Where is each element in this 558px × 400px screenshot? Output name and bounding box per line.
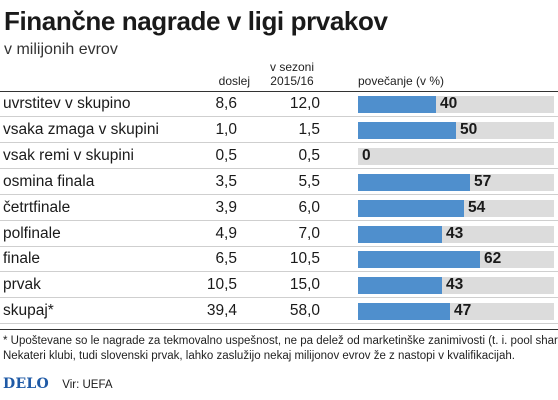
footnote-line-1: * Upoštevane so le nagrade za tekmovalno… bbox=[3, 335, 558, 347]
row-divider bbox=[0, 219, 558, 221]
row-label: prvak bbox=[3, 276, 41, 294]
footnotes: * Upoštevane so le nagrade za tekmovalno… bbox=[3, 334, 558, 364]
row-divider bbox=[0, 141, 558, 143]
bar bbox=[358, 121, 456, 139]
bar bbox=[358, 199, 464, 217]
row-divider bbox=[0, 323, 558, 325]
source-line: DELO Vir: UEFA bbox=[3, 376, 113, 392]
value-doslej: 6,5 bbox=[215, 250, 237, 268]
column-header-season-line2: 2015/16 bbox=[270, 74, 314, 88]
table-row: četrtfinale 3,9 6,0 54 bbox=[0, 196, 558, 221]
table-row: finale 6,5 10,5 62 bbox=[0, 247, 558, 273]
row-divider bbox=[0, 271, 558, 273]
bar bbox=[358, 225, 442, 243]
bar-value-label: 57 bbox=[474, 172, 492, 190]
row-divider bbox=[0, 245, 558, 247]
value-sezona: 1,5 bbox=[298, 120, 320, 138]
value-doslej: 39,4 bbox=[206, 302, 237, 320]
bar bbox=[358, 173, 470, 191]
value-doslej: 8,6 bbox=[215, 95, 237, 112]
value-doslej: 3,5 bbox=[215, 172, 237, 190]
value-doslej: 0,5 bbox=[215, 146, 237, 164]
bar bbox=[358, 96, 436, 113]
row-label: vsaka zmaga v skupini bbox=[3, 120, 159, 138]
bar-track bbox=[358, 147, 554, 165]
footer-divider bbox=[0, 329, 558, 330]
bar-value-label: 43 bbox=[446, 276, 464, 294]
row-label: uvrstitev v skupino bbox=[3, 95, 131, 112]
table-row: osmina finala 3,5 5,5 57 bbox=[0, 170, 558, 195]
row-label: finale bbox=[3, 250, 41, 268]
value-sezona: 10,5 bbox=[289, 250, 320, 268]
table-row: skupaj* 39,4 58,0 47 bbox=[0, 299, 558, 325]
table-row: uvrstitev v skupino 8,6 12,0 40 bbox=[0, 92, 558, 117]
bar-value-label: 43 bbox=[446, 224, 464, 242]
bar-value-label: 50 bbox=[460, 120, 478, 138]
header-divider bbox=[0, 91, 558, 92]
bar-value-label: 0 bbox=[362, 146, 371, 164]
row-label: vsak remi v skupini bbox=[3, 146, 134, 164]
bar-value-label: 54 bbox=[468, 198, 486, 216]
table-row: prvak 10,5 15,0 43 bbox=[0, 273, 558, 299]
delo-logo: DELO bbox=[3, 376, 50, 392]
value-sezona: 12,0 bbox=[289, 95, 320, 112]
row-label: skupaj* bbox=[3, 302, 54, 320]
row-divider bbox=[0, 167, 558, 169]
value-doslej: 4,9 bbox=[215, 224, 237, 242]
bar-value-label: 47 bbox=[454, 302, 472, 320]
chart-title: Finančne nagrade v ligi prvakov bbox=[4, 6, 388, 36]
bar-value-label: 62 bbox=[484, 250, 502, 268]
value-doslej: 10,5 bbox=[206, 276, 237, 294]
row-divider bbox=[0, 116, 558, 117]
bar bbox=[358, 277, 442, 295]
column-header-season: v sezoni 2015/16 bbox=[262, 60, 322, 88]
value-doslej: 1,0 bbox=[215, 120, 237, 138]
table-row: vsaka zmaga v skupini 1,0 1,5 50 bbox=[0, 118, 558, 143]
column-header-doslej: doslej bbox=[218, 74, 250, 88]
bar bbox=[358, 251, 480, 269]
bar bbox=[358, 303, 450, 321]
value-sezona: 58,0 bbox=[289, 302, 320, 320]
value-sezona: 15,0 bbox=[289, 276, 320, 294]
table-row: polfinale 4,9 7,0 43 bbox=[0, 222, 558, 247]
column-header-season-line1: v sezoni bbox=[269, 60, 315, 74]
value-sezona: 7,0 bbox=[298, 224, 320, 242]
value-sezona: 5,5 bbox=[298, 172, 320, 190]
row-label: polfinale bbox=[3, 224, 61, 242]
value-sezona: 0,5 bbox=[298, 146, 320, 164]
source-text: Vir: UEFA bbox=[62, 379, 113, 391]
row-divider bbox=[0, 193, 558, 195]
column-header-increase: povečanje (v %) bbox=[358, 74, 445, 88]
chart-subtitle: v milijonih evrov bbox=[4, 41, 118, 58]
row-label: osmina finala bbox=[3, 172, 95, 190]
table-row: vsak remi v skupini 0,5 0,5 0 bbox=[0, 144, 558, 169]
bar-value-label: 40 bbox=[440, 95, 458, 112]
footnote-line-2: Nekateri klubi, tudi slovenski prvak, la… bbox=[3, 350, 515, 362]
value-doslej: 3,9 bbox=[215, 198, 237, 216]
value-sezona: 6,0 bbox=[298, 198, 320, 216]
row-divider bbox=[0, 297, 558, 299]
row-label: četrtfinale bbox=[3, 198, 71, 216]
